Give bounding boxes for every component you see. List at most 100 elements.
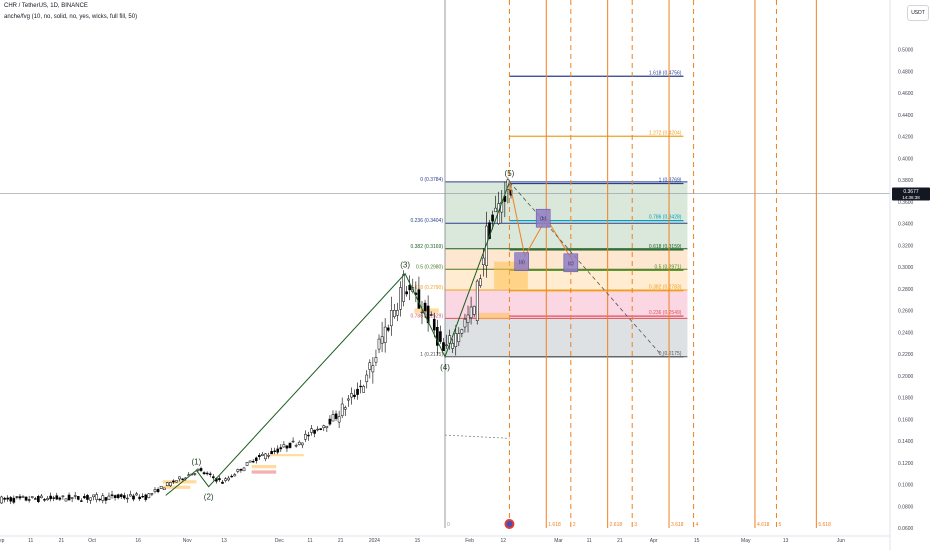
candle-body-73 bbox=[224, 478, 227, 481]
abc-label-1: (b) bbox=[540, 216, 546, 222]
extension-label-1: 1.272 (0.4204) bbox=[649, 130, 682, 136]
candle-body-121 bbox=[371, 365, 375, 373]
candle-body-105 bbox=[322, 425, 326, 428]
candle-body-30 bbox=[92, 494, 95, 498]
candle-body-160 bbox=[491, 214, 494, 222]
candle-body-111 bbox=[340, 403, 344, 416]
price-tick-17: 0.1600 bbox=[898, 417, 914, 423]
retracement-label-2: 0.382 (0.3169) bbox=[410, 244, 443, 250]
candle-body-143 bbox=[439, 331, 442, 342]
candle-body-128 bbox=[393, 309, 396, 318]
time-tick-19: May bbox=[741, 538, 751, 544]
candle-body-65 bbox=[199, 468, 203, 471]
candle-body-87 bbox=[267, 454, 270, 457]
candle-body-67 bbox=[205, 472, 209, 475]
time-fib-label-8: 5 bbox=[778, 522, 781, 528]
fvg-box-6 bbox=[414, 308, 439, 313]
candle-body-147 bbox=[451, 343, 454, 349]
candle-body-132 bbox=[405, 291, 408, 295]
candle-body-76 bbox=[233, 474, 237, 477]
time-tick-12: Feb bbox=[465, 538, 474, 544]
price-tick-19: 0.1200 bbox=[898, 461, 914, 467]
time-tick-6: 13 bbox=[221, 538, 227, 544]
time-tick-1: 11 bbox=[28, 538, 33, 544]
abc-box-1 bbox=[535, 208, 551, 228]
candle-body-36 bbox=[110, 494, 114, 496]
candle-body-34 bbox=[104, 497, 108, 501]
candle-body-66 bbox=[202, 472, 206, 475]
abc-box-2 bbox=[563, 253, 579, 273]
candle-body-22 bbox=[67, 494, 71, 501]
candle-body-42 bbox=[129, 494, 132, 497]
candle-body-115 bbox=[353, 394, 356, 397]
candle-body-51 bbox=[156, 489, 160, 492]
time-tick-2: 21 bbox=[59, 538, 65, 544]
candle-body-28 bbox=[86, 495, 89, 500]
candle-body-69 bbox=[211, 476, 215, 479]
candle-body-125 bbox=[383, 326, 387, 343]
time-tick-15: 11 bbox=[587, 538, 592, 544]
candle-body-53 bbox=[162, 487, 166, 491]
chart-title: CHR / TetherUS, 1D, BINANCE bbox=[4, 3, 88, 9]
candle-body-145 bbox=[445, 344, 448, 346]
candle-body-122 bbox=[374, 357, 378, 363]
candle-body-50 bbox=[153, 489, 157, 492]
candle-body-148 bbox=[454, 333, 458, 347]
wave-label-0: (1) bbox=[192, 457, 202, 466]
fvg-bear-box-0 bbox=[251, 470, 277, 474]
time-tick-18: 15 bbox=[694, 538, 700, 544]
candle-body-85 bbox=[261, 454, 264, 456]
candle-body-112 bbox=[343, 407, 347, 410]
candle-body-47 bbox=[144, 494, 148, 500]
candle-body-157 bbox=[482, 257, 485, 265]
candle-body-43 bbox=[132, 495, 135, 500]
candle-body-59 bbox=[181, 478, 184, 480]
price-tick-1: 0.4800 bbox=[898, 69, 914, 75]
extension-label-3: 0.786 (0.3428) bbox=[649, 215, 682, 221]
extension-label-6: 0.382 (0.2783) bbox=[649, 285, 682, 291]
candle-body-77 bbox=[236, 469, 240, 472]
price-badge-countdown: 14:36:38 bbox=[902, 195, 920, 200]
candle-body-8 bbox=[24, 496, 28, 501]
price-tick-2: 0.4600 bbox=[898, 91, 914, 97]
candle-body-1 bbox=[3, 497, 6, 500]
candle-body-110 bbox=[337, 416, 341, 423]
price-tick-14: 0.2200 bbox=[898, 352, 914, 358]
price-badge bbox=[892, 187, 930, 201]
price-badge-value: 0.3677 bbox=[903, 189, 919, 195]
retracement-label-4: 0.618 (0.2790) bbox=[410, 285, 443, 291]
candle-body-39 bbox=[119, 494, 123, 497]
candle-body-26 bbox=[80, 500, 83, 502]
candle-body-49 bbox=[150, 493, 154, 495]
price-tick-18: 0.1400 bbox=[898, 439, 914, 445]
candle-body-96 bbox=[294, 445, 298, 447]
candle-body-78 bbox=[239, 469, 243, 471]
candle-body-11 bbox=[33, 498, 37, 500]
candle-body-16 bbox=[49, 495, 52, 500]
time-fib-label-4: 3 bbox=[634, 522, 637, 528]
wave-label-1: (2) bbox=[204, 493, 214, 502]
candle-body-45 bbox=[138, 496, 141, 500]
time-fib-label-5: 3.618 bbox=[671, 522, 684, 528]
candle-body-107 bbox=[328, 418, 332, 425]
extension-label-5: 0.5 (0.2971) bbox=[654, 264, 681, 270]
candle-body-131 bbox=[402, 274, 405, 302]
candle-body-116 bbox=[356, 388, 359, 395]
candle-body-126 bbox=[386, 327, 390, 331]
time-tick-3: Oct bbox=[88, 538, 96, 544]
extension-label-8: 0 (0.2175) bbox=[659, 351, 682, 357]
retracement-label-1: 0.236 (0.3404) bbox=[410, 218, 443, 224]
candle-body-123 bbox=[377, 338, 381, 350]
candle-body-13 bbox=[40, 495, 43, 499]
candle-body-24 bbox=[73, 495, 77, 497]
candle-body-89 bbox=[273, 450, 276, 452]
candle-body-3 bbox=[9, 497, 13, 502]
candle-body-90 bbox=[276, 448, 280, 453]
abc-label-0: (a) bbox=[519, 260, 525, 266]
candle-body-124 bbox=[380, 336, 384, 344]
candle-body-74 bbox=[227, 477, 230, 481]
candle-body-119 bbox=[365, 374, 369, 383]
candle-body-91 bbox=[279, 447, 283, 450]
currency-button[interactable]: USDT bbox=[907, 5, 929, 21]
